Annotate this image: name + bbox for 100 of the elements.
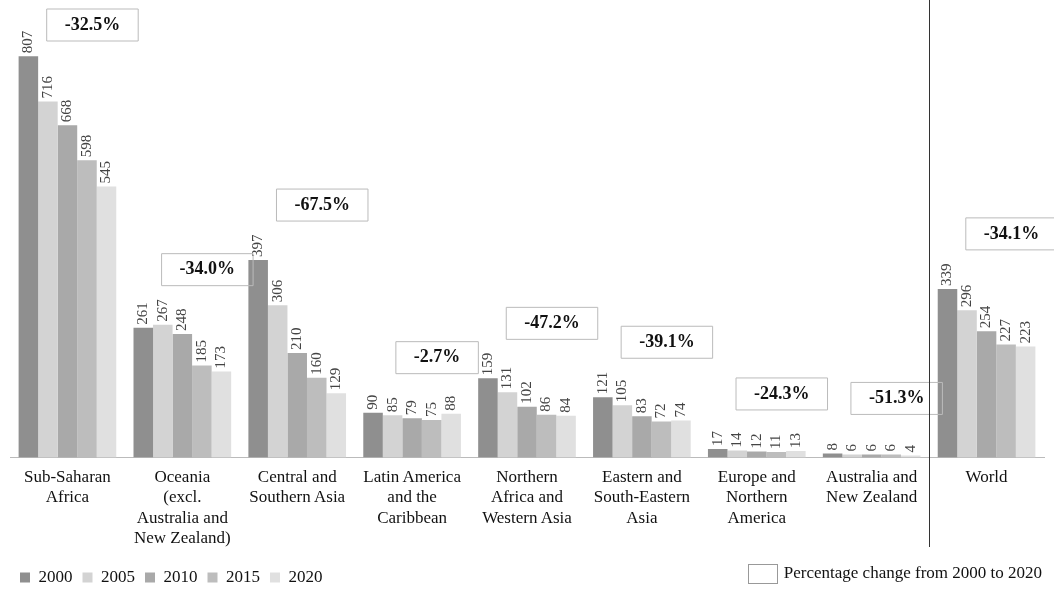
data-label: 254 [977, 305, 994, 329]
annotation: -34.1% [983, 222, 1040, 243]
data-label: 84 [557, 397, 573, 413]
data-label: 397 [249, 234, 266, 258]
data-label: 17 [708, 430, 725, 446]
bar [441, 413, 461, 458]
bar [248, 260, 268, 458]
data-label: 90 [363, 394, 380, 410]
data-label: 668 [58, 99, 75, 123]
data-label: 598 [77, 134, 94, 158]
annotation: -24.3% [754, 382, 810, 403]
x-tick-label: Europe and Northern America [717, 467, 797, 527]
data-label: 12 [747, 433, 764, 449]
data-label: 88 [442, 395, 459, 411]
x-tick-label: World [965, 467, 1009, 487]
bar [976, 331, 997, 458]
bar [1015, 346, 1036, 458]
x-tick-label: Latin America and the Caribbean [363, 467, 462, 527]
bar [861, 454, 882, 458]
bar [632, 416, 652, 458]
legend-label: 2015 [226, 566, 260, 586]
data-label: 248 [173, 308, 190, 332]
data-label: 210 [288, 327, 305, 351]
data-label: 6 [882, 443, 899, 452]
data-label: 6 [843, 443, 860, 452]
legend-label: 2005 [101, 566, 135, 586]
bar [133, 327, 154, 458]
bar [57, 125, 78, 458]
bar [478, 378, 498, 458]
bar [747, 451, 767, 458]
data-label: 121 [593, 371, 610, 395]
data-label: 83 [632, 398, 649, 414]
data-label: 160 [307, 352, 324, 375]
data-label: 173 [212, 345, 229, 369]
data-label: 306 [268, 279, 285, 303]
bar [18, 56, 39, 458]
data-label: 14 [728, 431, 745, 448]
data-label: 85 [383, 397, 400, 413]
bar [211, 371, 232, 458]
annotation: -47.2% [524, 312, 580, 333]
legend-label: 2000 [38, 566, 73, 586]
bar [38, 101, 58, 458]
data-label: 75 [422, 402, 439, 418]
bar [937, 288, 958, 458]
bar [671, 420, 691, 458]
data-label: 545 [97, 160, 114, 184]
bar [727, 450, 748, 458]
annotation: -39.1% [639, 330, 695, 351]
legend-label: 2010 [163, 566, 198, 586]
annotation: -32.5% [64, 13, 121, 34]
data-label: 267 [153, 298, 170, 322]
data-label: 86 [537, 396, 554, 412]
annotation: -2.7% [413, 346, 461, 367]
data-label: 261 [134, 302, 151, 325]
bar [612, 405, 633, 458]
bar [326, 393, 347, 458]
bar [822, 453, 843, 458]
bar [363, 412, 383, 458]
data-label: 227 [997, 318, 1014, 342]
data-label: 8 [823, 442, 840, 451]
bar [957, 310, 977, 458]
bar [96, 186, 117, 458]
bar [153, 324, 173, 458]
annotation: -34.0% [179, 258, 236, 279]
annotation: -51.3% [868, 387, 925, 408]
data-label: 72 [652, 403, 669, 419]
legend-label: 2020 [288, 566, 323, 586]
x-tick-label: Central and Southern Asia [249, 467, 346, 507]
data-label: 13 [786, 432, 803, 448]
text: Percentage change from 2000 to 2020 [783, 563, 1043, 583]
bar [842, 454, 862, 458]
bar [786, 450, 806, 458]
bar [593, 397, 613, 458]
bar [497, 392, 518, 458]
data-label: 159 [478, 352, 495, 376]
bar [517, 406, 537, 458]
data-label: 716 [38, 75, 55, 99]
x-tick-label: Australia and New Zealand [826, 467, 918, 507]
data-label: 129 [327, 367, 344, 391]
bar [707, 448, 728, 458]
x-tick-label: Northern Africa and Western Asia [482, 467, 573, 527]
data-label: 79 [403, 400, 420, 416]
bar [172, 334, 193, 458]
data-label: 74 [671, 402, 688, 418]
data-label: 185 [192, 339, 209, 363]
bar [267, 305, 288, 458]
data-label: 223 [1016, 321, 1033, 344]
data-label: 339 [938, 263, 955, 286]
bar [556, 415, 576, 458]
data-label: 6 [862, 443, 879, 452]
x-tick-label: Eastern and South-Eastern Asia [593, 467, 691, 527]
bar [287, 353, 307, 458]
x-tick-label: Sub-Saharan Africa [24, 467, 112, 507]
bar [382, 415, 403, 458]
bar [402, 418, 422, 458]
annotation: -67.5% [294, 193, 350, 214]
data-label: 807 [19, 30, 36, 54]
data-label: 4 [901, 444, 918, 453]
data-label: 296 [957, 284, 974, 308]
data-label: 131 [498, 366, 515, 390]
